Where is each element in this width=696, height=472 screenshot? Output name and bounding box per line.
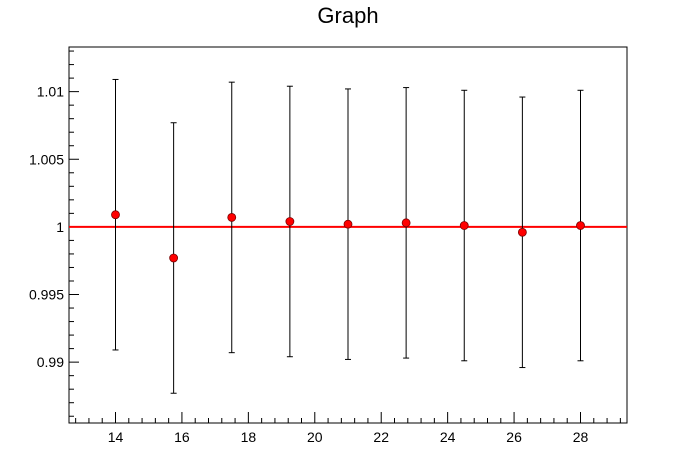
data-point [227,213,237,222]
y-tick-label: 1 [56,219,64,235]
plot-border [68,46,628,424]
x-axis: 14 16 18 20 22 24 26 28 [75,412,621,445]
plot-frame [68,46,628,424]
x-tick-label: 16 [174,429,190,445]
y-tick-label: 0.995 [29,287,64,303]
x-tick-label: 28 [573,429,589,445]
data-point [285,217,295,226]
data-point [401,218,411,228]
data-point [576,221,585,230]
x-tick-label: 26 [506,429,522,445]
x-tick-label: 20 [307,429,323,445]
x-tick-label: 18 [241,429,257,445]
data-point [517,227,527,237]
y-tick-label: 1.01 [37,84,64,100]
x-tick-label: 14 [108,429,124,445]
data-point [111,210,120,220]
x-tick-label: 24 [440,429,456,445]
data-point [343,219,353,229]
y-axis: 0.99 0.995 1 1.005 1.01 [29,50,79,417]
data-point [459,221,469,230]
x-tick-label: 22 [373,429,389,445]
chart-title: Graph [317,3,378,28]
y-tick-label: 1.005 [29,151,64,167]
data-series [111,78,585,394]
data-point [169,253,179,263]
y-tick-label: 0.99 [37,354,64,370]
